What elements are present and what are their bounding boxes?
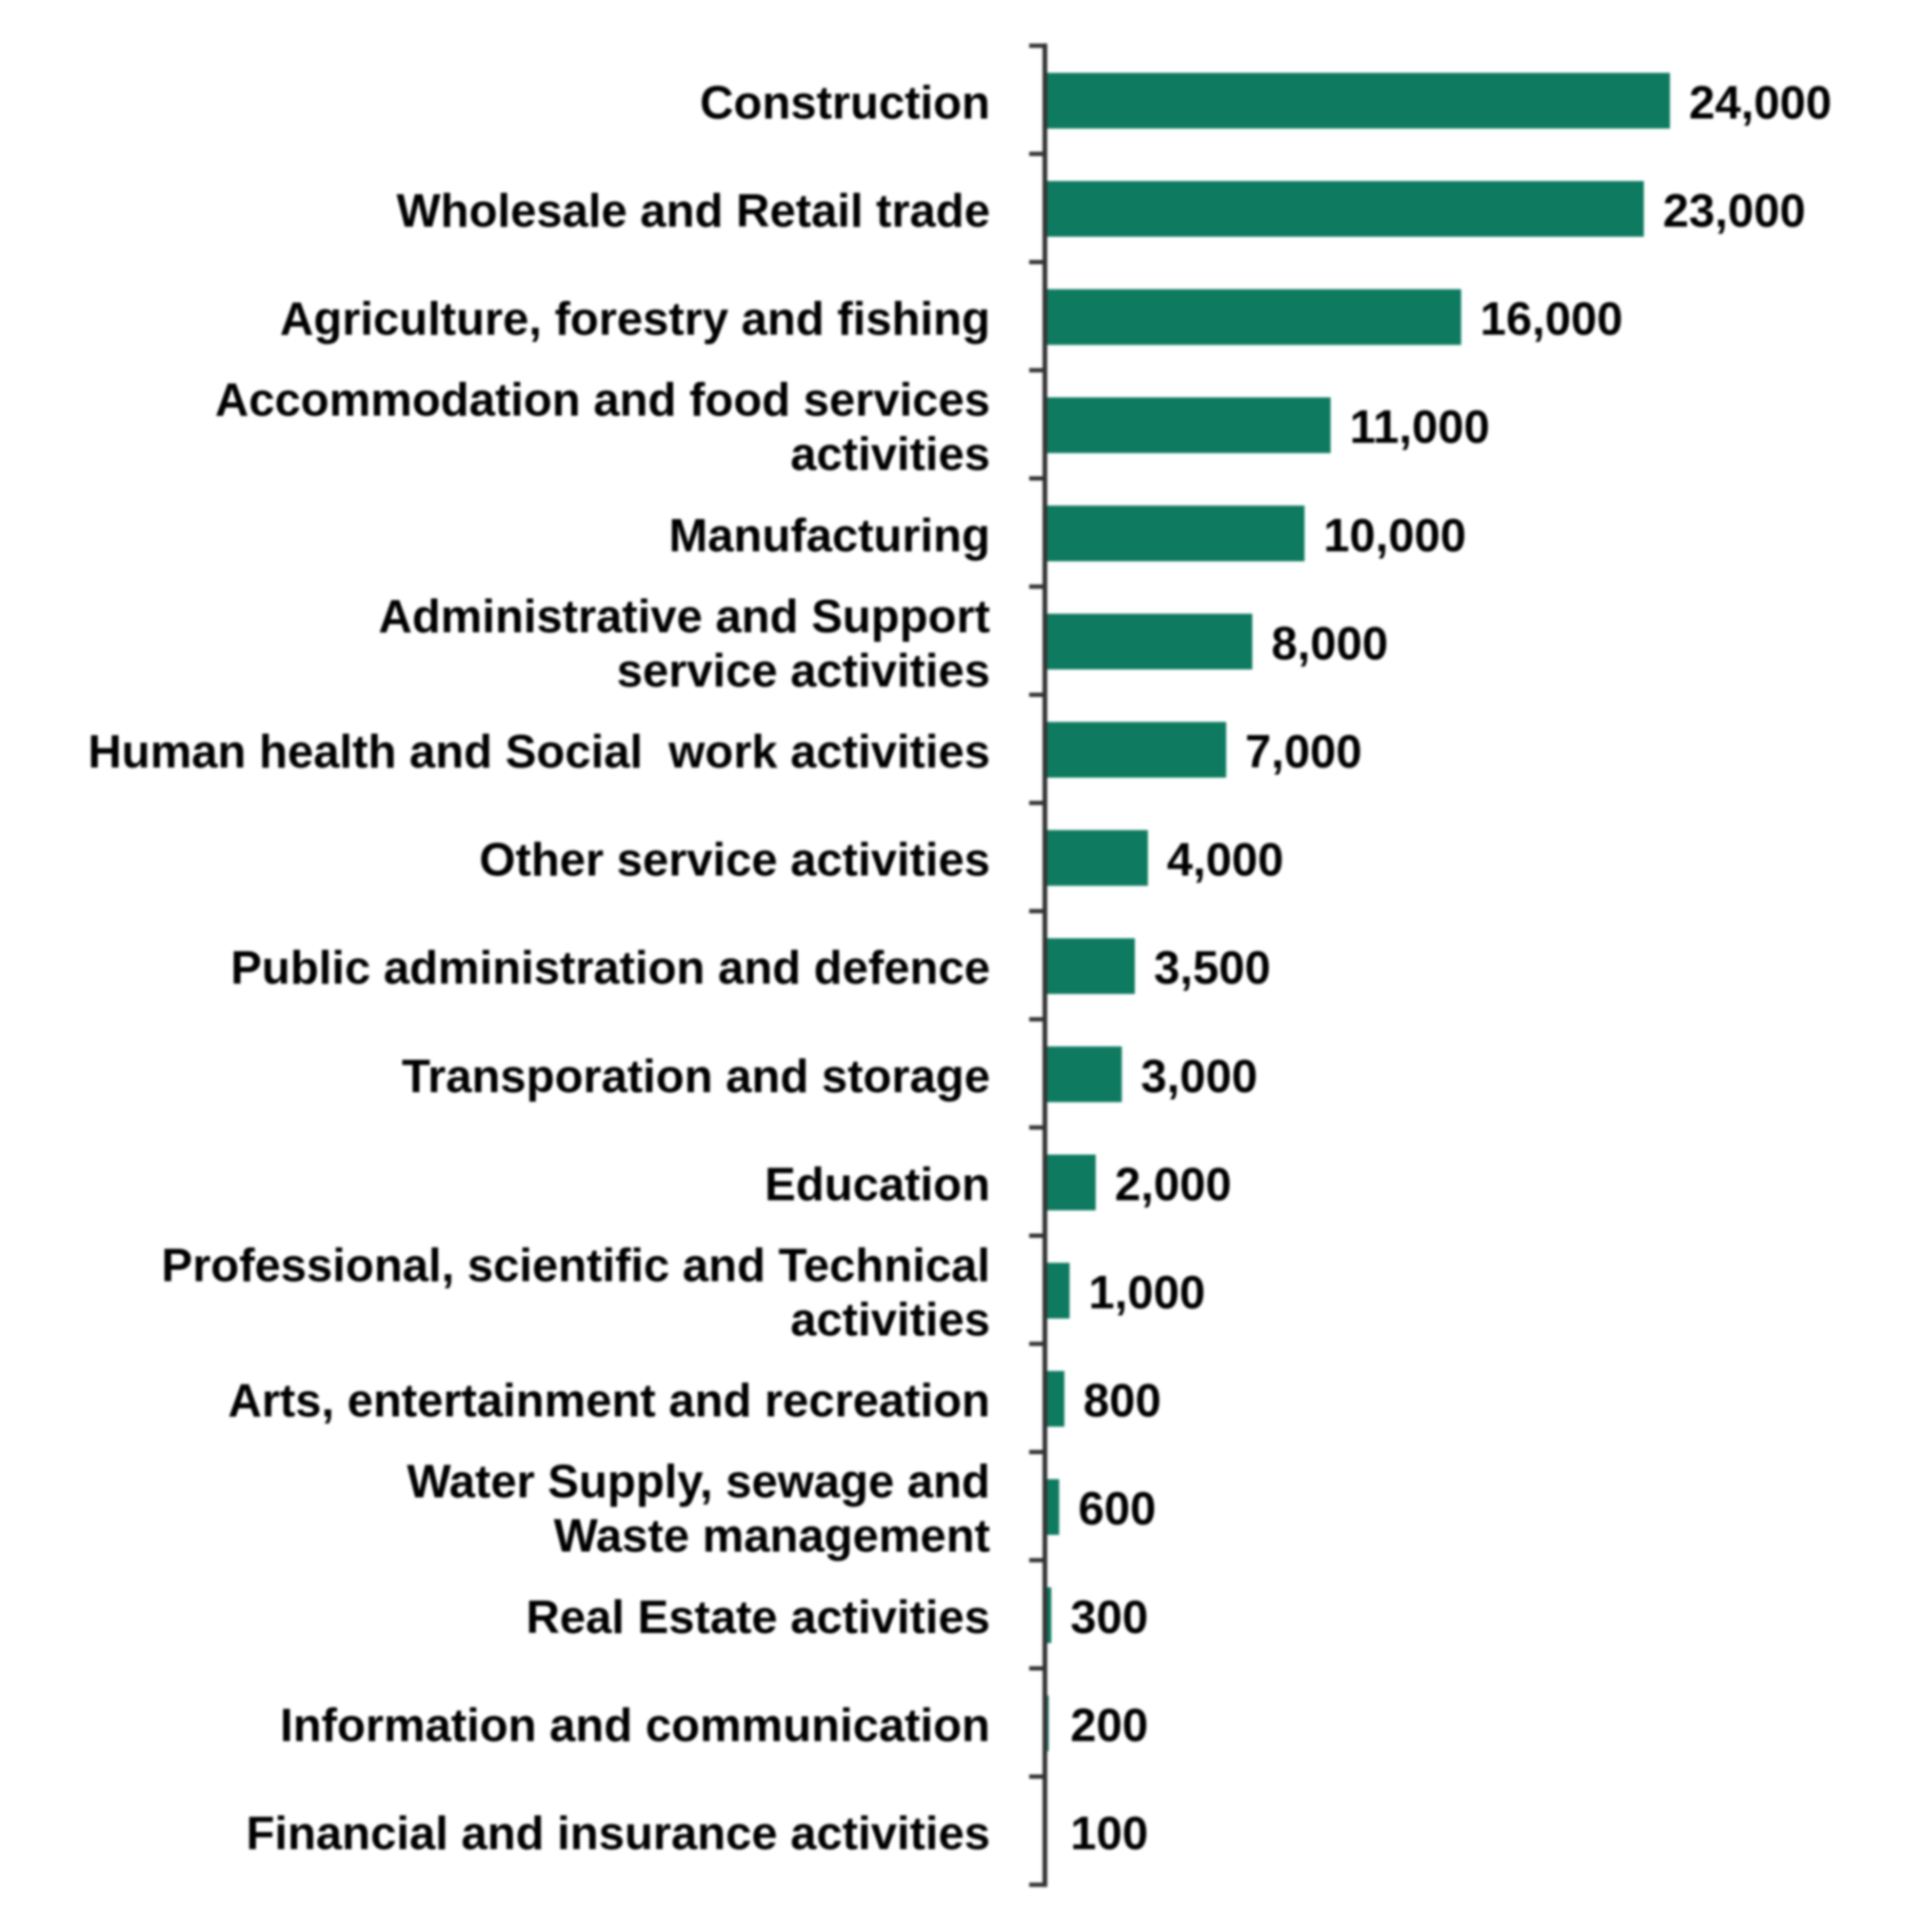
svg-text:Construction: Construction [700, 77, 990, 129]
svg-text:Water Supply, sewage and: Water Supply, sewage and [407, 1457, 990, 1508]
svg-text:Public administration and defe: Public administration and defence [230, 943, 990, 994]
svg-text:activities: activities [790, 1295, 990, 1346]
svg-text:3,000: 3,000 [1141, 1051, 1258, 1103]
svg-text:Financial and insurance activi: Financial and insurance activities [246, 1808, 990, 1860]
svg-text:23,000: 23,000 [1663, 186, 1806, 237]
svg-text:300: 300 [1070, 1592, 1148, 1643]
svg-text:200: 200 [1070, 1700, 1148, 1751]
svg-text:Other service activities: Other service activities [479, 835, 990, 886]
svg-text:Information and communication: Information and communication [280, 1700, 990, 1751]
svg-text:Professional, scientific and T: Professional, scientific and Technical [162, 1241, 990, 1292]
svg-text:Education: Education [765, 1159, 990, 1210]
svg-text:16,000: 16,000 [1480, 294, 1623, 346]
svg-text:Real Estate activities: Real Estate activities [526, 1592, 990, 1643]
svg-text:100: 100 [1070, 1808, 1148, 1860]
svg-text:8,000: 8,000 [1271, 618, 1388, 669]
svg-text:service activities: service activities [617, 646, 990, 697]
svg-text:Agriculture, forestry and fish: Agriculture, forestry and fishing [280, 294, 990, 346]
svg-text:Manufacturing: Manufacturing [668, 510, 990, 562]
svg-text:7,000: 7,000 [1245, 727, 1362, 778]
svg-text:1,000: 1,000 [1088, 1267, 1205, 1319]
svg-text:Human health and Social work: Human health and Social work activities [88, 727, 990, 778]
svg-text:10,000: 10,000 [1323, 510, 1466, 562]
svg-text:Administrative and Support: Administrative and Support [378, 591, 990, 643]
svg-text:Arts, entertainment and recrea: Arts, entertainment and recreation [228, 1376, 990, 1427]
svg-text:Wholesale and Retail trade: Wholesale and Retail trade [396, 186, 990, 237]
svg-text:Transporation and storage: Transporation and storage [402, 1051, 990, 1103]
svg-text:Accommodation and food service: Accommodation and food services [215, 375, 990, 427]
svg-text:800: 800 [1083, 1376, 1162, 1427]
svg-text:2,000: 2,000 [1115, 1159, 1232, 1210]
svg-text:11,000: 11,000 [1350, 402, 1490, 453]
svg-text:activities: activities [790, 429, 990, 481]
svg-text:3,500: 3,500 [1154, 943, 1271, 994]
svg-text:600: 600 [1078, 1484, 1156, 1535]
svg-text:24,000: 24,000 [1689, 77, 1832, 129]
svg-text:4,000: 4,000 [1167, 835, 1284, 886]
svg-text:Waste management: Waste management [554, 1511, 990, 1563]
